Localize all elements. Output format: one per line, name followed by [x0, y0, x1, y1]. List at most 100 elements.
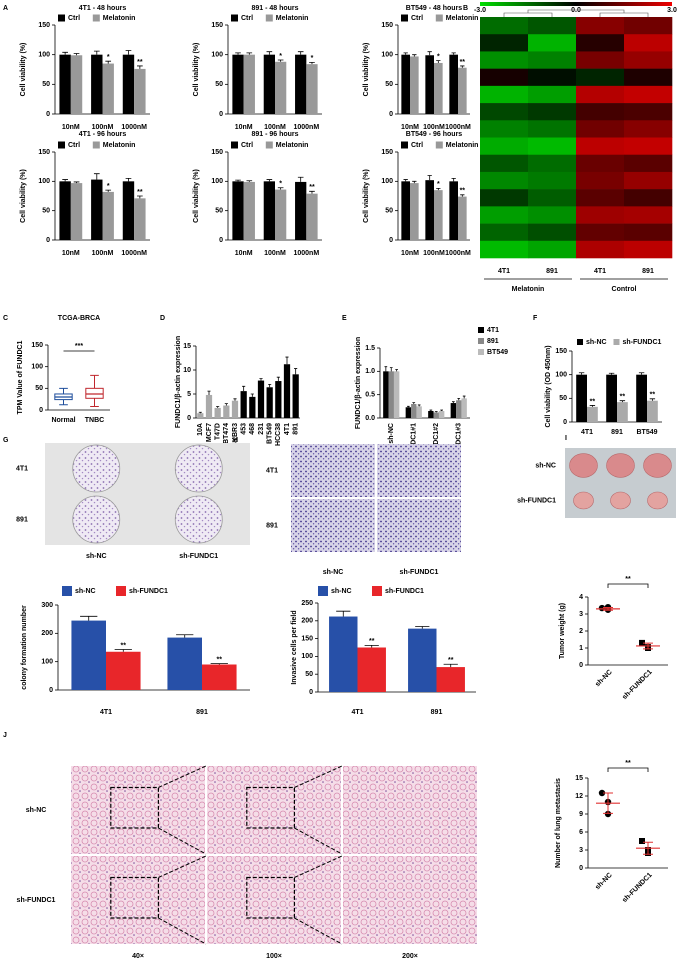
legend-label: sh-FUNDC1: [385, 588, 424, 595]
error-bar: [246, 52, 253, 55]
zoom-box: [110, 786, 160, 829]
error-bar: [417, 404, 421, 407]
zoom-connector: [158, 765, 207, 855]
bar: [408, 628, 437, 692]
x-tick-label: 10A: [197, 423, 204, 436]
x-tick-label: sh-NC: [594, 872, 614, 892]
y-tick-label: 0: [219, 111, 223, 118]
error-bar: [176, 634, 194, 638]
chart-title: BT549 - 96 hours: [406, 131, 463, 138]
error-bar: [407, 405, 410, 408]
bar: [329, 616, 358, 692]
column-label: 891: [546, 268, 558, 275]
data-point: [598, 789, 606, 797]
y-tick-label: 1: [579, 645, 583, 652]
error-bar: [250, 393, 254, 397]
legend-label: Ctrl: [241, 142, 253, 149]
heatmap-cell: [480, 51, 529, 69]
y-tick-label: 100: [31, 364, 43, 371]
invasion-photo: [291, 444, 375, 497]
bar: [401, 54, 410, 114]
colorbar-label: 3.0: [667, 7, 677, 14]
heatmap-cell: [480, 85, 529, 104]
x-tick-label: 468: [249, 423, 256, 435]
bar: [283, 364, 291, 418]
y-tick-label: 100: [38, 52, 50, 59]
bar: [70, 55, 83, 114]
y-tick-label: 0: [579, 865, 583, 872]
significance-label: **: [625, 576, 631, 583]
dendrogram: [503, 9, 649, 17]
heatmap-cell: [528, 51, 577, 69]
y-axis-label: Number of lung metastasis: [555, 778, 562, 868]
error-bar: [429, 409, 433, 411]
y-tick-label: 3: [579, 847, 583, 854]
error-bar: [207, 390, 211, 395]
error-bar: [297, 176, 304, 182]
bar: [106, 651, 141, 690]
bar: [416, 406, 422, 418]
error-bar: [233, 398, 237, 401]
column-label: 40×: [132, 953, 144, 960]
heatmap-cell: [576, 68, 625, 87]
data-point: [604, 810, 612, 818]
error-bar: [268, 384, 272, 388]
bar: [393, 371, 400, 418]
heatmap-cell: [480, 137, 529, 156]
legend-label: Ctrl: [411, 142, 423, 149]
x-tick-label: SKBR3: [232, 423, 239, 447]
invasion-photo: [291, 499, 375, 552]
x-tick-label: 10nM: [401, 124, 419, 131]
bar: [295, 54, 307, 114]
legend-swatch: [613, 339, 620, 345]
sd-bar: [643, 642, 653, 650]
bar: [134, 68, 146, 114]
legend-label: sh-FUNDC1: [623, 339, 662, 346]
column-label: 4T1: [594, 268, 606, 275]
heatmap-cell: [480, 17, 529, 35]
error-bar: [73, 53, 80, 56]
bar: [449, 54, 458, 114]
y-tick-label: 200: [41, 630, 53, 637]
panel-letter: H: [233, 437, 238, 444]
legend-swatch: [231, 14, 238, 22]
colorbar-label: -3.0: [474, 7, 486, 14]
significance-label: *: [311, 55, 314, 62]
row-label: sh-NC: [535, 462, 556, 469]
x-tick-label: 4T1: [581, 429, 593, 436]
y-tick-label: 0.5: [365, 392, 375, 399]
heatmap-cell: [624, 171, 673, 190]
y-axis-label: FUNDC1/β-actin expression: [175, 336, 182, 428]
bar: [458, 67, 467, 114]
error-bar: [462, 395, 466, 399]
plate: [72, 495, 121, 544]
error-bar: [578, 372, 585, 375]
heatmap-cell: [576, 137, 625, 156]
y-tick-label: 0: [579, 662, 583, 669]
legend-label: 4T1: [487, 327, 499, 334]
heatmap-cell: [624, 85, 673, 104]
error-bar: [434, 411, 438, 413]
error-bar: [452, 401, 455, 404]
chart-title: 891 - 48 hours: [251, 5, 298, 12]
error-bar: [589, 405, 596, 407]
group-label: Melatonin: [512, 286, 545, 293]
x-tick-label: BT549: [267, 423, 274, 444]
heatmap-cell: [576, 154, 625, 173]
y-tick-label: 4: [579, 594, 583, 601]
heatmap-cell: [624, 34, 673, 52]
column-label: 891: [642, 268, 654, 275]
heatmap-cell: [528, 103, 577, 121]
y-tick-label: 15: [575, 775, 583, 782]
significance-label: **: [590, 398, 596, 405]
legend-label: 891: [487, 338, 499, 345]
zoom-box: [246, 876, 296, 919]
error-bar: [246, 180, 253, 182]
y-tick-label: 250: [301, 600, 313, 607]
panel-letter: F: [533, 315, 538, 322]
row-label: sh-FUNDC1: [517, 497, 556, 504]
y-axis-label: Cell viability (OD 450nm): [545, 345, 552, 427]
bar: [295, 181, 307, 240]
bar: [388, 371, 394, 418]
error-bar: [427, 175, 432, 181]
